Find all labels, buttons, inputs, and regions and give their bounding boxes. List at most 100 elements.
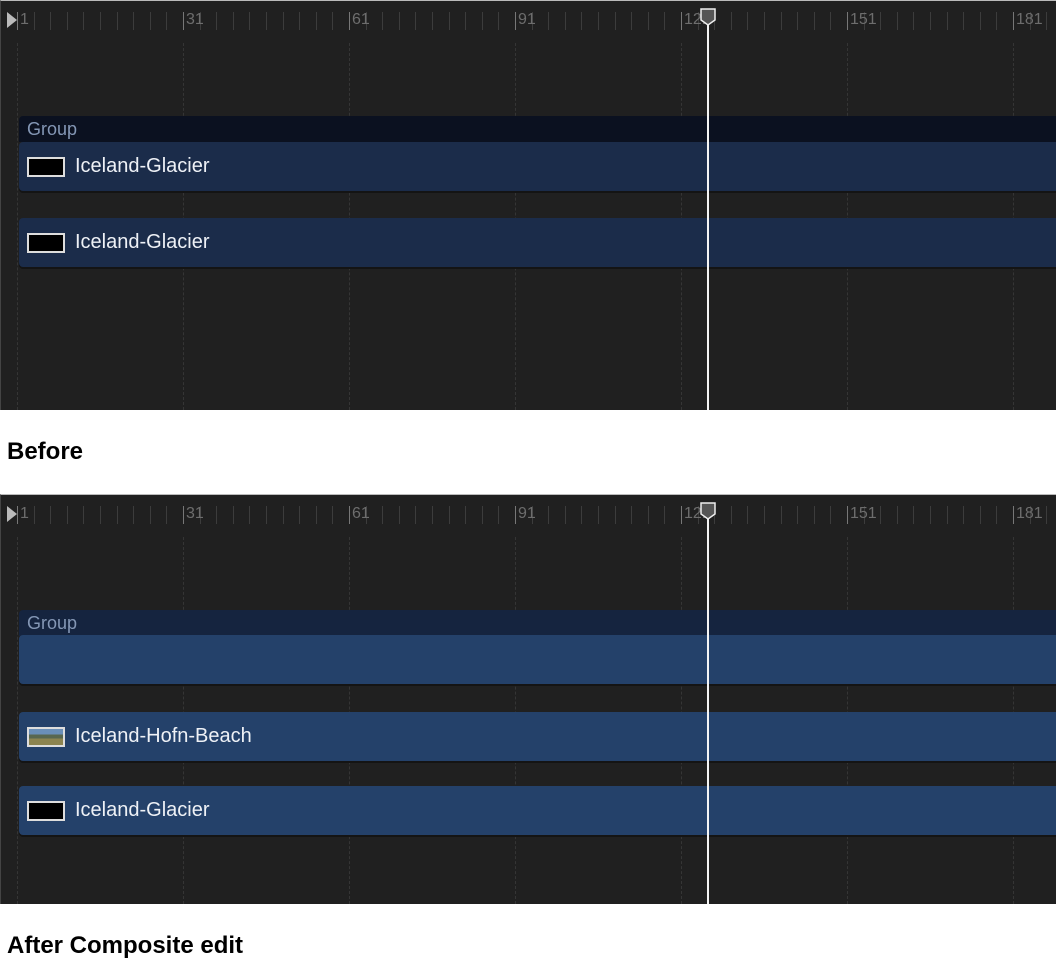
ruler-tick: [50, 12, 52, 30]
ruler-tick: [1029, 12, 1031, 30]
ruler-tick: [780, 506, 782, 524]
timeline-ruler[interactable]: 1 31 61 91 121 151 181: [1, 1, 1056, 37]
ruler-tick: [979, 506, 981, 524]
ruler-tick: [996, 12, 998, 30]
ruler-tick: [282, 506, 284, 524]
ruler-tick: [199, 12, 201, 30]
ruler-tick: [880, 506, 882, 524]
playhead-line[interactable]: [707, 517, 709, 904]
ruler-tick: [33, 506, 35, 524]
timeline-ruler[interactable]: 1 31 61 91 121 151 181: [1, 495, 1056, 531]
ruler-tick: [631, 12, 633, 30]
ruler-tick: [149, 506, 151, 524]
ruler-tick: [847, 506, 848, 524]
ruler-label: 1: [20, 505, 29, 522]
track-iceland-glacier[interactable]: Iceland-Glacier: [19, 218, 1056, 267]
ruler-tick: [166, 506, 168, 524]
group-header[interactable]: Group: [19, 610, 1056, 636]
ruler-tick: [17, 12, 18, 30]
ruler-tick: [398, 12, 400, 30]
ruler-tick: [448, 506, 450, 524]
track-name: Iceland-Glacier: [75, 231, 210, 253]
ruler-tick: [548, 12, 550, 30]
ruler-label: 151: [850, 505, 877, 522]
track-name: Iceland-Hofn-Beach: [75, 725, 252, 747]
ruler-tick: [531, 12, 533, 30]
ruler-tick: [647, 12, 649, 30]
ruler-tick: [830, 12, 832, 30]
play-range-start-icon[interactable]: [7, 506, 17, 522]
ruler-tick: [66, 506, 68, 524]
playhead-icon[interactable]: [700, 8, 716, 26]
ruler-tick: [747, 506, 749, 524]
track-iceland-glacier-nested[interactable]: Iceland-Glacier: [19, 142, 1056, 191]
ruler-tick: [946, 12, 948, 30]
ruler-tick: [647, 506, 649, 524]
ruler-tick: [631, 506, 633, 524]
group-header[interactable]: Group: [19, 116, 1056, 142]
ruler-tick: [365, 506, 367, 524]
playhead-line[interactable]: [707, 23, 709, 410]
ruler-tick: [432, 506, 433, 524]
ruler-tick: [531, 506, 533, 524]
ruler-tick: [896, 506, 898, 524]
track-iceland-hofn-beach[interactable]: Iceland-Hofn-Beach: [19, 712, 1056, 761]
ruler-tick: [315, 12, 317, 30]
ruler-tick: [498, 12, 500, 30]
ruler-tick: [266, 12, 267, 30]
ruler-tick: [564, 12, 566, 30]
ruler-tick: [116, 506, 118, 524]
ruler-tick: [332, 506, 334, 524]
group-bar[interactable]: [19, 635, 1056, 684]
ruler-tick: [797, 12, 799, 30]
ruler-tick: [1013, 12, 1014, 30]
play-range-start-icon[interactable]: [7, 12, 17, 28]
ruler-tick: [183, 506, 184, 524]
ruler-tick: [548, 506, 550, 524]
track-iceland-glacier[interactable]: Iceland-Glacier: [19, 786, 1056, 835]
ruler-tick: [830, 506, 832, 524]
ruler-tick: [764, 506, 765, 524]
playhead-icon[interactable]: [700, 502, 716, 520]
ruler-tick: [266, 506, 267, 524]
ruler-tick: [930, 506, 931, 524]
ruler-tick: [946, 506, 948, 524]
timeline-after: 1 31 61 91 121 151 181 Group Iceland-Hofn-Beac…: [0, 494, 1056, 904]
ruler-tick: [382, 12, 384, 30]
timeline-before: 1 31 61 91 121 151 181 Group Iceland-Glacier I…: [0, 0, 1056, 410]
ruler-tick: [780, 12, 782, 30]
clip-thumbnail: [27, 727, 65, 747]
ruler-tick: [979, 12, 981, 30]
ruler-tick: [83, 12, 85, 30]
ruler-tick: [863, 12, 865, 30]
ruler-tick: [598, 12, 599, 30]
ruler-tick: [349, 506, 350, 524]
ruler-tick: [747, 12, 749, 30]
ruler-label: 61: [352, 11, 370, 28]
grid-line: [17, 43, 18, 410]
ruler-tick: [614, 506, 616, 524]
ruler-tick: [697, 506, 699, 524]
ruler-tick: [249, 12, 251, 30]
ruler-tick: [481, 12, 483, 30]
ruler-tick: [764, 12, 765, 30]
ruler-tick: [730, 506, 732, 524]
ruler-tick: [282, 12, 284, 30]
ruler-tick: [465, 506, 467, 524]
ruler-tick: [697, 12, 699, 30]
ruler-tick: [614, 12, 616, 30]
ruler-label: 91: [518, 11, 536, 28]
ruler-tick: [664, 12, 666, 30]
ruler-tick: [166, 12, 168, 30]
ruler-tick: [481, 506, 483, 524]
ruler-tick: [299, 506, 301, 524]
clip-thumbnail: [27, 233, 65, 253]
ruler-tick: [515, 12, 516, 30]
ruler-tick: [133, 12, 135, 30]
ruler-tick: [133, 506, 135, 524]
ruler-tick: [415, 506, 417, 524]
track-name: Iceland-Glacier: [75, 799, 210, 821]
ruler-tick: [880, 12, 882, 30]
ruler-tick: [813, 12, 815, 30]
ruler-tick: [598, 506, 599, 524]
